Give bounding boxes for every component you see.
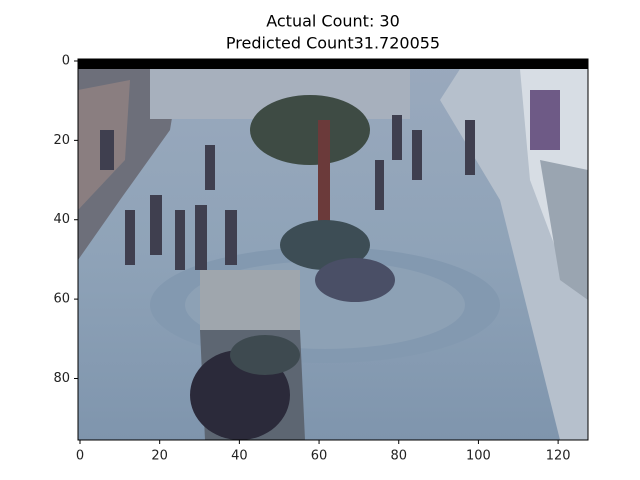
x-tick-label: 60 <box>311 449 328 464</box>
y-tick-label: 40 <box>53 212 70 227</box>
x-tick-label: 20 <box>151 449 168 464</box>
x-tick-label: 120 <box>546 449 571 464</box>
y-tick-label: 0 <box>62 53 70 68</box>
x-tick-label: 100 <box>466 449 491 464</box>
chart-subtitle: Predicted Count31.720055 <box>226 34 440 53</box>
y-tick-label: 20 <box>53 133 70 148</box>
x-tick-label: 0 <box>76 449 84 464</box>
y-tick-label: 80 <box>53 371 70 386</box>
axes-frame <box>77 58 589 441</box>
x-tick-label: 80 <box>390 449 407 464</box>
x-tick-label: 40 <box>231 449 248 464</box>
chart-title: Actual Count: 30 <box>266 12 400 31</box>
y-tick-label: 60 <box>53 292 70 307</box>
image <box>78 59 588 440</box>
